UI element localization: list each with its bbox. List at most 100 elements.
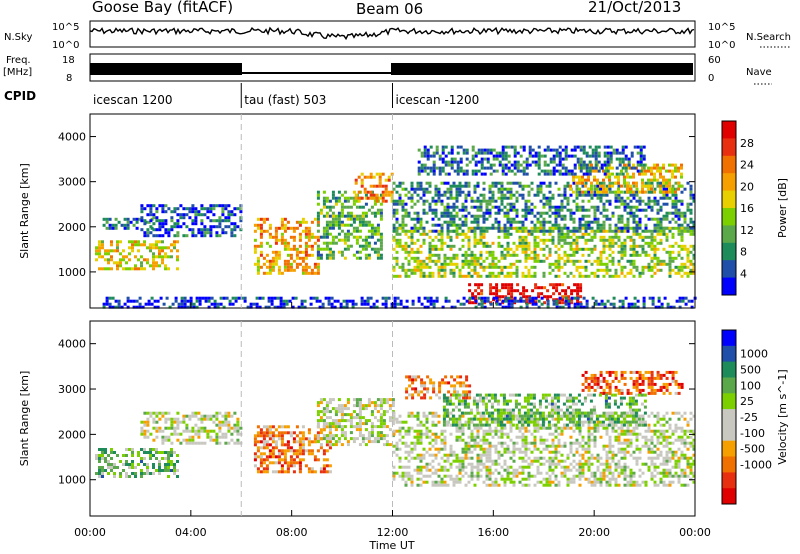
data-cell: [507, 154, 511, 158]
data-cell: [259, 431, 263, 435]
data-cell: [298, 244, 302, 248]
data-cell: [477, 169, 481, 173]
data-cell: [236, 420, 240, 424]
data-cell: [381, 190, 385, 194]
data-cell: [563, 187, 567, 191]
data-cell: [665, 226, 669, 230]
data-cell: [543, 154, 547, 158]
data-cell: [358, 250, 362, 254]
data-cell: [692, 232, 696, 236]
data-cell: [428, 244, 432, 248]
data-cell: [473, 259, 477, 263]
data-cell: [488, 214, 492, 218]
data-cell: [522, 160, 526, 164]
data-cell: [579, 289, 583, 293]
data-cell: [432, 299, 436, 303]
data-cell: [431, 196, 435, 200]
data-cell: [467, 447, 471, 451]
data-cell: [140, 207, 144, 211]
data-cell: [407, 453, 411, 457]
data-cell: [173, 463, 176, 466]
data-cell: [477, 292, 481, 296]
data-cell: [262, 437, 266, 441]
data-cell: [388, 416, 392, 420]
data-cell: [407, 262, 411, 266]
data-cell: [686, 256, 690, 260]
data-cell: [596, 268, 600, 272]
data-cell: [392, 265, 396, 269]
data-cell: [349, 413, 353, 417]
data-cell: [653, 175, 656, 179]
data-cell: [149, 246, 152, 250]
data-cell: [401, 223, 405, 227]
data-cell: [95, 454, 98, 457]
data-cell: [268, 262, 272, 266]
data-cell: [343, 419, 347, 423]
data-cell: [437, 474, 441, 478]
data-cell: [255, 305, 259, 309]
data-cell: [516, 289, 520, 293]
data-cell: [686, 274, 690, 278]
data-cell: [167, 426, 171, 430]
data-cell: [527, 211, 531, 215]
data-cell: [630, 151, 634, 155]
data-cell: [552, 166, 556, 170]
data-cell: [401, 426, 405, 430]
data-cell: [221, 213, 225, 217]
data-cell: [521, 196, 525, 200]
data-cell: [524, 229, 528, 233]
data-cell: [563, 223, 567, 227]
data-cell: [319, 256, 323, 260]
data-cell: [635, 232, 639, 236]
data-cell: [173, 207, 177, 211]
data-cell: [506, 253, 510, 257]
data-cell: [428, 441, 432, 445]
data-cell: [437, 247, 441, 251]
data-cell: [539, 229, 543, 233]
data-cell: [629, 259, 633, 263]
data-cell: [395, 232, 399, 236]
data-cell: [563, 235, 567, 239]
data-cell: [656, 247, 660, 251]
data-cell: [575, 208, 579, 212]
data-cell: [395, 238, 399, 242]
data-cell: [419, 456, 423, 460]
data-cell: [492, 163, 496, 167]
data-cell: [404, 208, 408, 212]
data-cell: [282, 299, 286, 303]
data-cell: [381, 193, 385, 197]
data-cell: [331, 398, 335, 402]
data-cell: [449, 235, 453, 239]
data-cell: [651, 296, 655, 300]
data-cell: [593, 235, 597, 239]
data-cell: [617, 274, 621, 278]
data-cell: [665, 169, 668, 173]
data-cell: [606, 160, 610, 164]
data-cell: [361, 244, 365, 248]
data-cell: [440, 199, 444, 203]
data-cell: [536, 259, 540, 263]
data-cell: [527, 247, 531, 251]
data-cell: [340, 205, 344, 209]
data-cell: [689, 259, 693, 263]
data-cell: [624, 296, 628, 300]
data-cell: [158, 240, 161, 244]
data-cell: [324, 296, 328, 300]
data-cell: [107, 261, 110, 265]
data-cell: [500, 271, 504, 275]
data-cell: [143, 432, 147, 436]
data-cell: [253, 458, 257, 462]
data-cell: [482, 235, 486, 239]
data-cell: [635, 205, 639, 209]
data-cell: [140, 426, 144, 430]
data-cell: [548, 265, 552, 269]
data-cell: [557, 211, 561, 215]
data-cell: [479, 214, 483, 218]
data-cell: [482, 429, 486, 433]
data-cell: [674, 202, 678, 206]
data-cell: [578, 163, 581, 167]
data-cell: [366, 296, 370, 300]
data-cell: [551, 211, 555, 215]
data-cell: [461, 205, 465, 209]
data-cell: [623, 184, 627, 188]
